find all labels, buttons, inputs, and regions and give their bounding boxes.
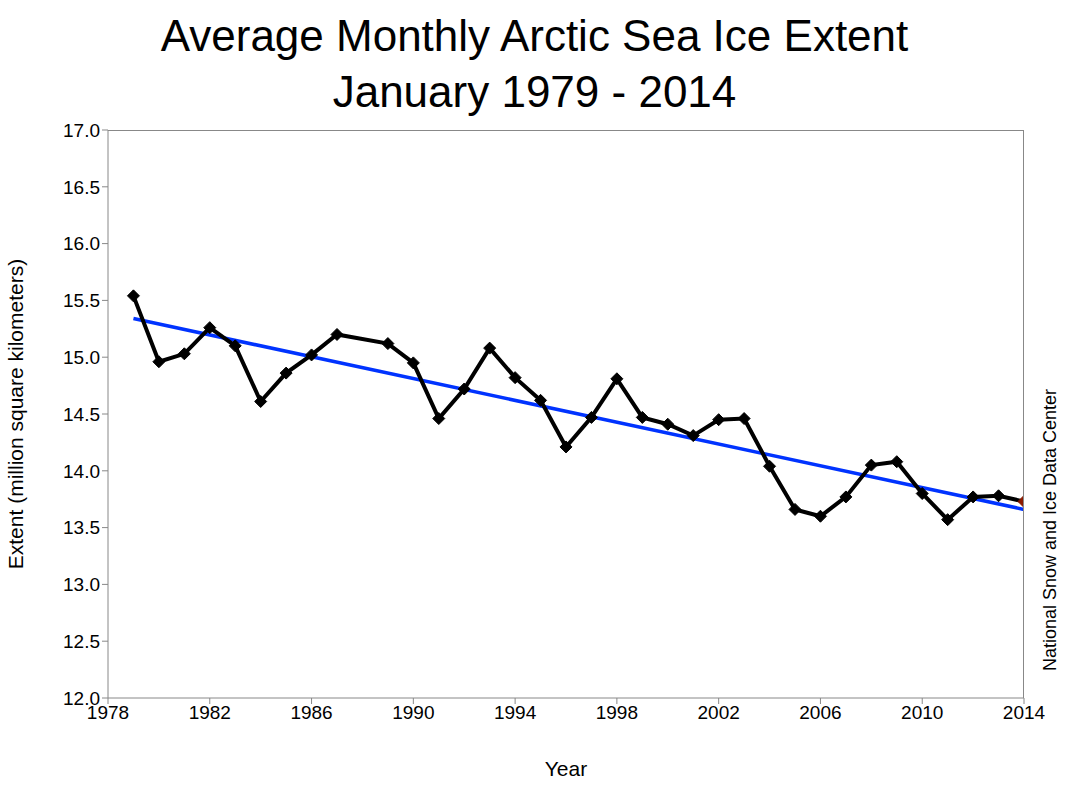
svg-text:15.5: 15.5 bbox=[63, 290, 100, 311]
svg-text:14.5: 14.5 bbox=[63, 404, 100, 425]
svg-text:16.5: 16.5 bbox=[63, 177, 100, 198]
html-text:January 1979 - 2014: January 1979 - 2014 bbox=[332, 67, 737, 116]
svg-text:1982: 1982 bbox=[189, 702, 231, 723]
svg-text:15.0: 15.0 bbox=[63, 347, 100, 368]
svg-text:Year: Year bbox=[545, 757, 587, 780]
svg-text:1994: 1994 bbox=[494, 702, 537, 723]
svg-text:12.5: 12.5 bbox=[63, 631, 100, 652]
svg-text:13.0: 13.0 bbox=[63, 574, 100, 595]
svg-text:1990: 1990 bbox=[392, 702, 434, 723]
svg-text:2002: 2002 bbox=[698, 702, 740, 723]
svg-text:13.5: 13.5 bbox=[63, 517, 100, 538]
html-text:Average Monthly Arctic Sea Ice: Average Monthly Arctic Sea Ice Extent bbox=[160, 11, 909, 60]
svg-text:1978: 1978 bbox=[86, 702, 130, 724]
svg-text:16.0: 16.0 bbox=[63, 233, 100, 254]
svg-text:2014: 2014 bbox=[1003, 702, 1046, 723]
svg-text:2006: 2006 bbox=[799, 702, 841, 723]
svg-text:14.0: 14.0 bbox=[63, 461, 100, 482]
svg-text:1998: 1998 bbox=[596, 702, 638, 723]
svg-text:1986: 1986 bbox=[290, 702, 332, 723]
svg-text:Extent (million square kilomet: Extent (million square kilometers) bbox=[8, 259, 27, 569]
svg-text:17.0: 17.0 bbox=[63, 120, 100, 141]
svg-text:12.0: 12.0 bbox=[63, 688, 100, 709]
html-text:National Snow and Ice Data Cen: National Snow and Ice Data Center bbox=[1039, 388, 1060, 672]
svg-text:2010: 2010 bbox=[901, 702, 943, 723]
